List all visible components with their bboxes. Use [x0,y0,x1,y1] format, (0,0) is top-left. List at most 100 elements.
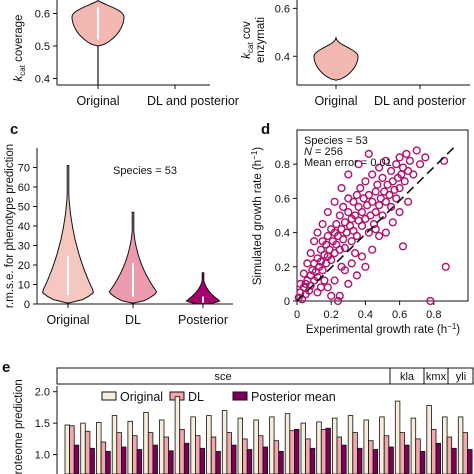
panel-e-bar-dl [383,435,390,474]
panel-d-point [344,170,353,179]
panel-d-point [352,190,362,200]
panel-e-bar-posterior-mean [278,450,284,474]
panel-e-bar-dl [147,432,154,474]
panel-e-bar-dl [163,436,169,474]
panel-e-bar-original [127,420,133,474]
panel-d-point [354,160,363,169]
panel-d-point [296,279,305,289]
panel-c-y-tick-label: 0 [24,299,30,311]
panel-c-x-tick-label: Posterior [178,313,228,327]
panel-d-point [416,160,425,169]
panel-e-bar-original [237,417,243,474]
panel-e-label: e [2,359,10,376]
panel-d-point [371,187,380,196]
panel-a-x-tick-label: Original [76,94,119,108]
panel-e-bar-original [190,416,196,474]
panel-e-bar-dl [179,428,185,474]
panel-e-bar-posterior-mean [73,444,80,474]
panel-e-bar-posterior-mean [199,447,205,474]
panel-e-bar-dl [368,440,374,474]
panel-e-bar-original [64,424,70,474]
panel-c-x-tick-label: DL [125,313,141,327]
panel-d-x-tick-label: 0.8 [426,309,441,321]
panel-e-bar-original [80,422,86,474]
panel-d-point [337,184,346,193]
panel-d-point [339,202,348,212]
panel-e-bar-posterior-mean [136,449,143,474]
panel-c-y-tick-label: 50 [18,202,30,214]
panel-e-bar-posterior-mean [372,449,379,474]
panel-d-point [335,291,344,301]
panel-e-bar-original [316,421,322,474]
panel-d-y-tick-label: 0.2 [275,262,290,274]
panel-d-point [368,197,377,206]
panel-d-x-tick-label: 0.2 [324,309,339,321]
panel-d-point [327,255,336,265]
panel-d-point [405,156,415,165]
panel-d-point [316,257,326,266]
panel-d-point [323,231,332,241]
panel-b-y-tick-label: 0.4 [275,51,290,63]
panel-d-point [388,218,397,227]
panel-c-y-tick-label: 70 [18,163,30,175]
panel-d-point [364,190,373,200]
panel-d-point [398,242,408,251]
panel-d-point [369,220,379,229]
panel-e-bar-dl [226,432,232,474]
panel-d-point [352,231,362,241]
panel-d-point [316,283,326,292]
panel-e-bar-posterior-mean [246,449,253,474]
panel-d-point [373,180,382,189]
panel-d-point [400,177,409,186]
panel-e-group-box [56,367,474,385]
panel-d-point [303,259,312,268]
panel-d-point [337,262,346,271]
panel-d-point [421,153,430,162]
panel-e-bar-dl [352,432,358,474]
panel-d-point [441,262,450,271]
panel-e-bar-original [379,416,385,474]
panel-d-point [381,156,391,165]
panel-d-point [361,177,370,186]
panel-d-point [330,276,339,285]
panel-d-point [339,235,348,244]
panel-d-point [381,228,391,237]
panel-d-point [356,184,365,193]
panel-d-point [409,170,418,179]
panel-e-bar-original [363,419,369,474]
panel-d-point [371,225,380,234]
panel-e-bar-dl [430,428,437,474]
panel-d-point [313,228,322,237]
panel-d-point [364,149,373,159]
panel-e-bar-dl [84,430,91,474]
panel-e-bar-dl [273,440,280,474]
panel-e-bar-posterior-mean [89,447,95,474]
panel-d-y-label: Simulated growth rate (h−1) [250,147,264,285]
panel-d-point [426,296,435,306]
panel-e-bar-dl [336,436,342,474]
panel-e-bar-original [284,413,291,474]
panel-e-bar-original [269,416,275,474]
panel-d-y-tick-label: 0.8 [275,159,290,171]
panel-d-point [375,201,384,210]
panel-d-x-tick-label: 0.6 [392,309,407,321]
panel-d-point [333,296,343,306]
panel-e-group-label: yli [456,371,466,383]
panel-d-point [318,220,327,229]
panel-e-legend-label: DL [188,390,204,404]
panel-e-bar-posterior-mean [325,427,331,474]
panel-e-y-label: proteome prediction [13,379,25,474]
panel-a-y-tick-label: 0.5 [35,41,50,53]
panel-e-bar-original [426,405,432,474]
panel-d-label: d [261,121,270,138]
panel-e-bar-original [96,422,102,474]
panel-e-bar-original [143,412,149,474]
panel-e-bar-original [410,417,417,474]
panel-e-bar-original [158,419,165,474]
panel-d-point [330,197,339,206]
panel-d-point [340,243,350,253]
panel-d-point [344,208,353,217]
panel-d-point [323,283,332,292]
panel-d-point [375,163,384,172]
panel-d-x-tick-label: 0.4 [358,309,373,321]
